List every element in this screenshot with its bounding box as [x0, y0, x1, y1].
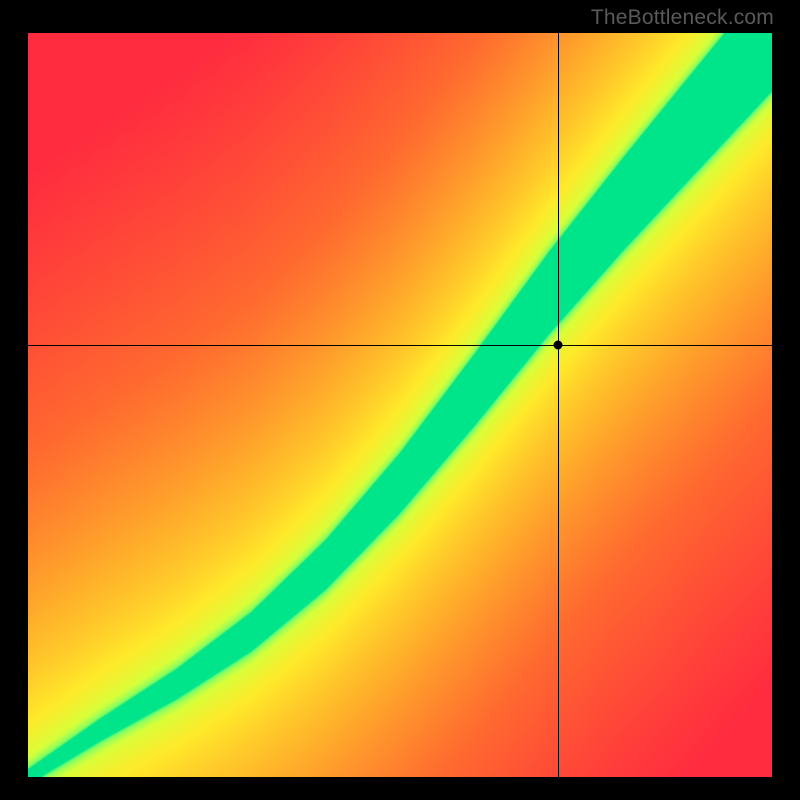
crosshair-horizontal: [28, 345, 772, 346]
heatmap-plot: [28, 33, 772, 777]
heatmap-canvas: [28, 33, 772, 777]
crosshair-vertical: [558, 33, 559, 777]
crosshair-marker-dot: [554, 341, 563, 350]
watermark-text: TheBottleneck.com: [591, 6, 774, 30]
